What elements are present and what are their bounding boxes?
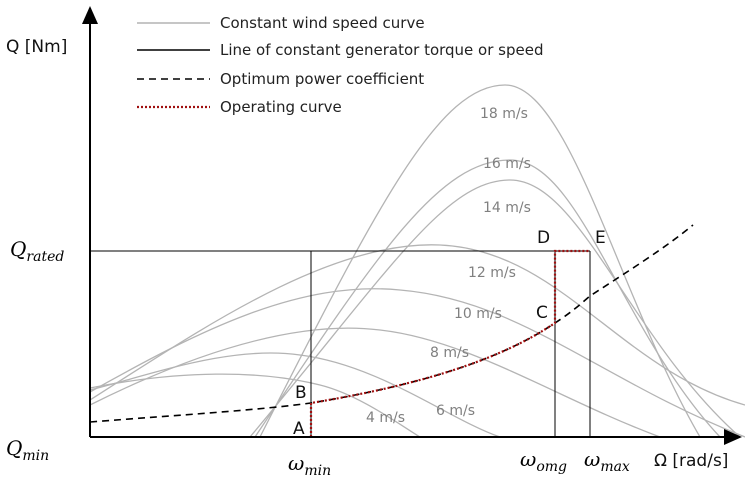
point-labels: A B C D E [293, 228, 606, 439]
wind-curves [89, 84, 745, 438]
legend-label: Optimum power coefficient [220, 70, 424, 88]
legend: Constant wind speed curve Line of consta… [137, 14, 543, 116]
optimum-cp-curve [89, 224, 694, 423]
curve-label: 14 m/s [483, 200, 531, 216]
y-axis-label: Q [Nm] [6, 37, 67, 57]
q-min-label: Qmin [6, 436, 49, 464]
axis-labels: Q [Nm] Ω [rad/s] Qrated Qmin ωmin ωomg ω… [6, 37, 728, 479]
point-label: D [537, 228, 550, 248]
curve-label: 8 m/s [430, 345, 469, 361]
omega-omg-label: ωomg [520, 447, 567, 475]
curve-labels: 18 m/s 16 m/s 14 m/s 12 m/s 10 m/s 8 m/s… [366, 106, 531, 426]
curve-label: 12 m/s [468, 265, 516, 281]
legend-label: Constant wind speed curve [220, 14, 425, 32]
x-axis-label: Ω [rad/s] [654, 451, 728, 471]
curve-label: 4 m/s [366, 410, 405, 426]
point-label: B [295, 383, 307, 403]
point-label: E [595, 228, 606, 248]
operating-curve [309, 249, 590, 437]
omega-max-label: ωmax [584, 447, 630, 475]
legend-label: Line of constant generator torque or spe… [220, 41, 543, 59]
curve-label: 6 m/s [436, 403, 475, 419]
point-label: C [536, 303, 548, 323]
q-rated-label: Qrated [10, 237, 64, 265]
curve-label: 16 m/s [483, 156, 531, 172]
omega-min-label: ωmin [288, 451, 331, 479]
curve-label: 10 m/s [454, 306, 502, 322]
legend-label: Operating curve [220, 98, 342, 116]
curve-label: 18 m/s [480, 106, 528, 122]
point-label: A [293, 419, 305, 439]
